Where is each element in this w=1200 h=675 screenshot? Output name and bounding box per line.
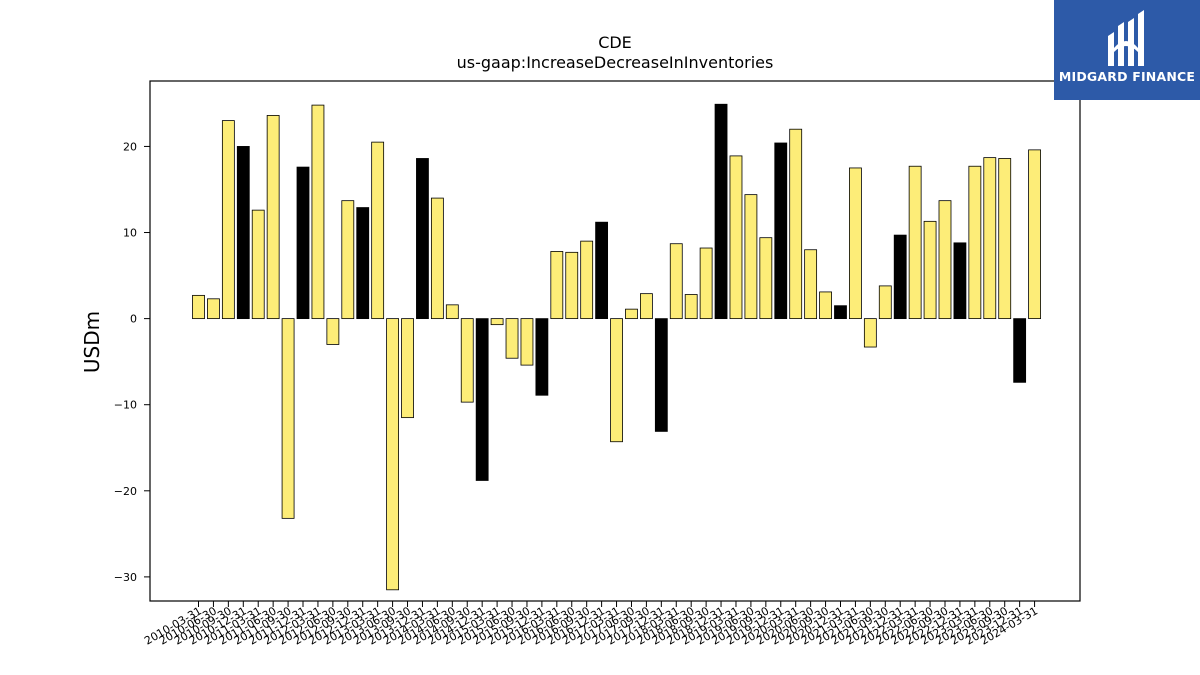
y-tick-label: −30 <box>114 571 137 584</box>
bar <box>700 248 712 319</box>
bar <box>312 105 324 319</box>
y-tick-label: 0 <box>130 313 137 326</box>
bar <box>476 319 488 481</box>
bar <box>730 156 742 319</box>
bar <box>267 115 279 318</box>
bar <box>805 250 817 319</box>
bar <box>640 294 652 319</box>
bar <box>999 158 1011 318</box>
bar <box>879 286 891 319</box>
x-axis: 2010-03-312010-06-302010-09-302010-12-31… <box>142 601 1040 648</box>
bar <box>1014 319 1026 383</box>
chart-title: CDE <box>598 33 632 52</box>
bar <box>342 201 354 319</box>
bar <box>461 319 473 403</box>
bar <box>849 168 861 319</box>
y-tick-label: −20 <box>114 485 137 498</box>
bar <box>282 319 294 519</box>
bar <box>984 158 996 319</box>
bar <box>969 166 981 318</box>
bar <box>536 319 548 396</box>
bar <box>909 166 921 318</box>
bar <box>521 319 533 365</box>
bar <box>864 319 876 347</box>
bar <box>655 319 667 432</box>
bar <box>551 251 563 318</box>
logo-text: MIDGARD FINANCE <box>1054 69 1200 84</box>
bar <box>581 241 593 318</box>
bar <box>416 158 428 318</box>
bar-chart: CDE us-gaap:IncreaseDecreaseInInventorie… <box>0 0 1200 675</box>
bar-series <box>193 104 1041 590</box>
bar <box>625 309 637 318</box>
bar <box>894 235 906 319</box>
bar <box>506 319 518 359</box>
bar <box>252 210 264 318</box>
midgard-finance-logo: MIDGARD FINANCE <box>1054 0 1200 100</box>
y-tick-label: 20 <box>123 140 137 153</box>
bar <box>939 201 951 319</box>
bar <box>237 146 249 318</box>
y-axis-label: USDm <box>80 311 104 373</box>
bar <box>924 221 936 318</box>
bar <box>566 252 578 318</box>
bar <box>357 208 369 319</box>
bar <box>611 319 623 442</box>
y-tick-label: −10 <box>114 399 137 412</box>
bar <box>431 198 443 319</box>
bar <box>387 319 399 590</box>
bar <box>193 295 205 318</box>
y-tick-label: 10 <box>123 227 137 240</box>
bar <box>834 306 846 319</box>
bar <box>491 319 503 325</box>
bar <box>297 167 309 319</box>
y-axis: −30 −20 −10 0 10 20 <box>114 140 150 583</box>
bar <box>745 195 757 319</box>
midgard-logo-icon <box>1102 8 1150 66</box>
bar <box>954 243 966 319</box>
bar <box>446 305 458 319</box>
bar <box>775 143 787 319</box>
bar <box>670 244 682 319</box>
bar <box>820 292 832 319</box>
bar <box>1029 150 1041 319</box>
chart-subtitle: us-gaap:IncreaseDecreaseInInventories <box>457 53 774 72</box>
bar <box>207 299 219 319</box>
bar <box>222 121 234 319</box>
bar <box>372 142 384 318</box>
bar <box>402 319 414 418</box>
bar <box>327 319 339 345</box>
bar <box>790 129 802 318</box>
bar <box>596 222 608 318</box>
bar <box>760 238 772 319</box>
bar <box>685 295 697 319</box>
bar <box>715 104 727 318</box>
